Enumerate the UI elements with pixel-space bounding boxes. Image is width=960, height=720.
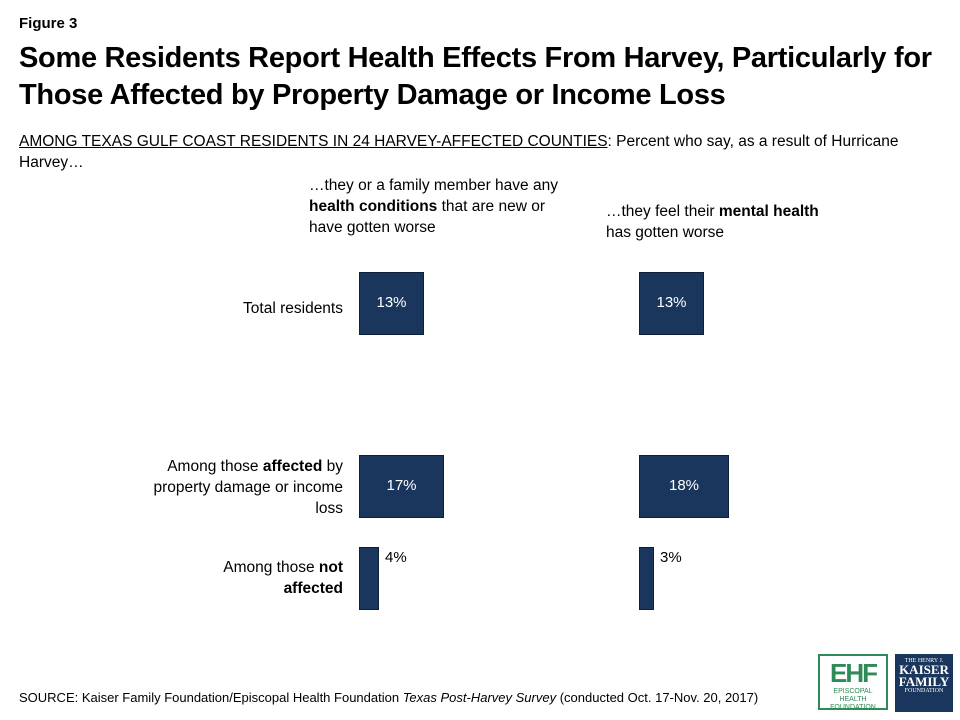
row2-pre: Among those: [167, 458, 263, 475]
ehf-logo-mark: EHF: [830, 658, 878, 688]
kff-logo-line3: FAMILY: [898, 674, 950, 689]
row3-pre: Among those: [223, 559, 319, 576]
row-label-total: Total residents: [123, 298, 343, 319]
col1-bold: health conditions: [309, 198, 438, 215]
bar-label-s1-r3: 4%: [385, 548, 407, 566]
col2-pre: …they feel their: [606, 203, 719, 220]
bar-s2-r2: [639, 455, 729, 518]
subtitle-rest: : Percent who say, as a result of Hurric…: [19, 133, 899, 171]
subtitle-underlined: AMONG TEXAS GULF COAST RESIDENTS IN 24 H…: [19, 133, 608, 150]
bar-label-s1-r1: 13%: [376, 294, 407, 311]
row3-bold: not affected: [283, 559, 343, 597]
chart-title: Some Residents Report Health Effects Fro…: [19, 42, 932, 111]
chart-subtitle: AMONG TEXAS GULF COAST RESIDENTS IN 24 H…: [19, 131, 899, 173]
row1-pre: Total residents: [243, 300, 343, 317]
source-prefix: SOURCE: Kaiser Family Foundation/Episcop…: [19, 690, 403, 705]
col1-post: that are new or have gotten worse: [309, 198, 546, 236]
ehf-logo-line1: EPISCOPAL HEALTH: [833, 688, 873, 703]
column-header-health-conditions: …they or a family member have any health…: [309, 175, 569, 238]
figure-label: Figure 3: [19, 15, 78, 32]
column-header-mental-health: …they feel their mental health has gotte…: [606, 201, 826, 243]
row2-post: by property damage or income loss: [153, 458, 343, 517]
col2-bold: mental health: [718, 203, 819, 220]
kff-logo-line2: KAISER: [899, 662, 949, 677]
source-suffix: (conducted Oct. 17-Nov. 20, 2017): [556, 690, 759, 705]
bar-label-s2-r2: 18%: [668, 477, 700, 494]
ehf-logo: EHF EPISCOPAL HEALTH FOUNDATION: [818, 654, 888, 711]
source-note: SOURCE: Kaiser Family Foundation/Episcop…: [19, 690, 758, 705]
bar-s1-r1: [359, 272, 424, 335]
bar-s2-r1: [639, 272, 704, 335]
ehf-logo-line2: FOUNDATION: [830, 704, 876, 711]
kff-logo-line4: FOUNDATION: [904, 688, 944, 694]
col2-post: has gotten worse: [606, 224, 725, 241]
bar-label-s1-r2: 17%: [386, 477, 417, 494]
kff-logo-line1: THE HENRY J.: [904, 658, 944, 664]
kff-logo: THE HENRY J. KAISER FAMILY FOUNDATION: [895, 654, 953, 712]
source-italic: Texas Post-Harvey Survey: [402, 690, 557, 705]
bar-s1-r3: [359, 547, 379, 610]
col1-pre: …they or a family member have any: [309, 177, 558, 194]
bar-label-s2-r3: 3%: [660, 548, 682, 566]
row2-bold: affected: [262, 458, 323, 475]
bar-label-s2-r1: 13%: [656, 294, 687, 311]
row-label-not-affected: Among those not affected: [193, 557, 343, 599]
row-label-affected: Among those affected by property damage …: [153, 456, 343, 519]
bar-s1-r2: [359, 455, 444, 518]
bar-s2-r3: [639, 547, 654, 610]
